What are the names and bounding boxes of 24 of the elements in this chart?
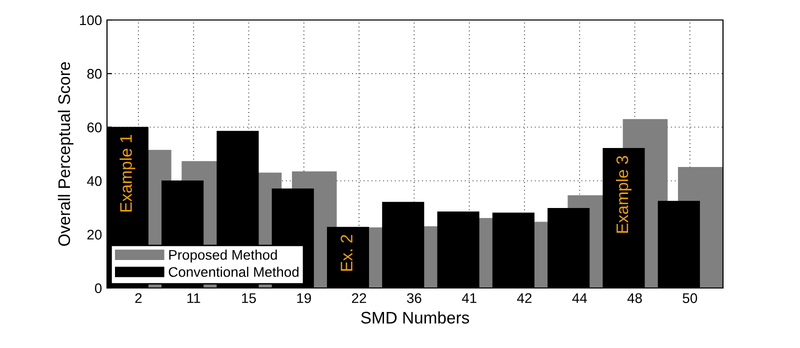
x-tick-label: 11 [187, 293, 200, 303]
x-tick-label: 48 [627, 293, 642, 304]
x-tick-label: 19 [297, 293, 311, 304]
x-tick-label: 2 [135, 293, 142, 303]
legend-label: Conventional Method [168, 266, 298, 277]
x-tick-label: 44 [572, 293, 587, 303]
y-tick-label: 80 [87, 68, 102, 79]
x-tick-label: 41 [462, 293, 476, 303]
y-tick-label: 20 [87, 230, 102, 240]
x-tick-label: 50 [682, 293, 698, 304]
y-tick-label: 60 [87, 122, 102, 132]
x-tick-label: 22 [352, 293, 366, 303]
annotation: Example 3 [616, 156, 632, 233]
x-tick-label: 36 [406, 293, 422, 304]
annotation: Example 1 [120, 134, 136, 212]
x-axis-title: SMD Numbers [361, 311, 470, 324]
y-tick-label: 100 [80, 15, 102, 26]
y-tick-label: 40 [87, 176, 102, 186]
y-tick-label: 0 [94, 283, 102, 294]
x-tick-label: 15 [242, 293, 256, 304]
x-tick-label: 42 [517, 293, 532, 303]
y-axis-title: Overall Perceptual Score [58, 62, 74, 246]
legend-label: Proposed Method [169, 250, 277, 263]
annotation: Ex. 2 [340, 234, 352, 271]
